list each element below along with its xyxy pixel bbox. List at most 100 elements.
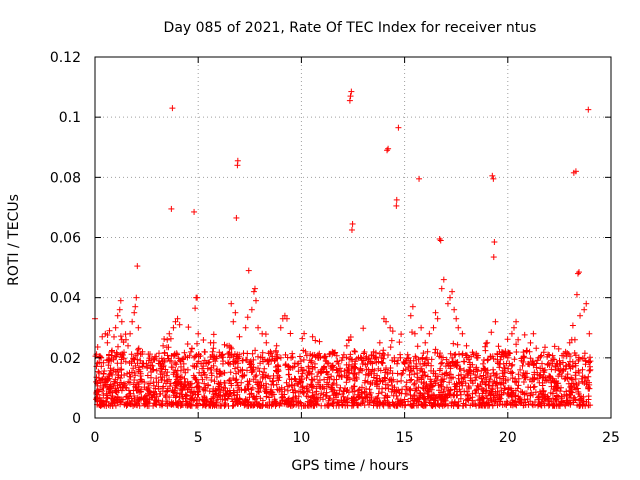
data-point (434, 315, 441, 322)
data-point (135, 324, 142, 331)
data-point (391, 354, 398, 361)
data-point (349, 220, 356, 227)
data-point (380, 315, 387, 322)
data-point (191, 208, 198, 215)
data-point (405, 354, 412, 361)
data-point (96, 369, 103, 376)
data-point (329, 348, 336, 355)
data-points (92, 88, 594, 394)
x-tick-labels: 0 5 10 15 20 25 (91, 430, 620, 446)
data-point (376, 339, 383, 346)
data-point (184, 366, 191, 373)
data-point (117, 297, 124, 304)
data-point (581, 306, 588, 313)
data-point (387, 324, 394, 331)
data-point (455, 324, 462, 331)
data-point (535, 354, 542, 361)
data-point (164, 336, 171, 343)
data-point (552, 366, 559, 373)
data-point (422, 339, 429, 346)
data-point (129, 318, 136, 325)
data-point (352, 348, 359, 355)
data-point (283, 315, 290, 322)
data-point (430, 324, 437, 331)
data-point (192, 305, 199, 312)
x-axis-label: GPS time / hours (291, 458, 408, 474)
data-point (348, 226, 355, 233)
data-point (585, 106, 592, 113)
data-point (397, 354, 404, 361)
data-point (166, 330, 173, 337)
data-point (233, 214, 240, 221)
data-point (294, 360, 301, 367)
data-point (568, 336, 575, 343)
data-point (562, 348, 569, 355)
x-tick-label: 20 (499, 430, 517, 446)
data-point (255, 324, 262, 331)
data-point (348, 88, 355, 95)
data-point (116, 306, 123, 313)
data-point (132, 303, 139, 310)
data-point (566, 339, 573, 346)
data-point (102, 330, 109, 337)
y-tick-label: 0.08 (50, 170, 81, 186)
data-point (492, 318, 499, 325)
data-point (314, 351, 321, 358)
data-point (168, 205, 175, 212)
data-point (143, 360, 150, 367)
data-point (155, 357, 162, 364)
data-point (169, 105, 176, 112)
data-point (172, 318, 179, 325)
data-point (407, 312, 414, 319)
y-tick-label: 0 (72, 411, 81, 427)
data-point (281, 312, 288, 319)
chart-title: Day 085 of 2021, Rate Of TEC Index for r… (164, 20, 537, 36)
data-point (99, 333, 106, 340)
data-point (409, 303, 416, 310)
data-point (459, 330, 466, 337)
data-point (385, 145, 392, 152)
data-point (577, 312, 584, 319)
data-point (432, 309, 439, 316)
data-point (572, 168, 579, 175)
data-point (131, 309, 138, 316)
data-point (325, 360, 332, 367)
data-point (174, 315, 181, 322)
data-point (236, 333, 243, 340)
x-tick-label: 15 (396, 430, 414, 446)
data-point (160, 342, 167, 349)
data-point (319, 366, 326, 373)
data-point (416, 175, 423, 182)
data-point (370, 348, 377, 355)
data-point (347, 93, 354, 100)
data-point (484, 339, 491, 346)
data-point (219, 360, 226, 367)
data-point (263, 339, 270, 346)
data-point (195, 330, 202, 337)
data-point (230, 318, 237, 325)
data-point (490, 175, 497, 182)
data-point (288, 354, 295, 361)
axis-ticks (94, 56, 612, 419)
data-point (444, 300, 451, 307)
data-point (114, 312, 121, 319)
data-point (451, 306, 458, 313)
data-point (586, 330, 593, 337)
baseline-marker-band (92, 322, 594, 409)
y-axis-label: ROTI / TECUs (6, 194, 22, 286)
y-tick-label: 0.1 (59, 110, 81, 126)
data-point (242, 324, 249, 331)
data-point (587, 366, 594, 373)
data-point (488, 329, 495, 336)
data-point (576, 269, 583, 276)
data-point (108, 348, 115, 355)
y-tick-label: 0.12 (50, 50, 81, 66)
data-point (438, 285, 445, 292)
data-point (358, 354, 365, 361)
dense-data-band (92, 322, 594, 409)
data-point (504, 354, 511, 361)
data-point (251, 285, 258, 292)
y-tick-label: 0.06 (50, 231, 81, 247)
data-point (189, 345, 196, 352)
data-point (541, 366, 548, 373)
